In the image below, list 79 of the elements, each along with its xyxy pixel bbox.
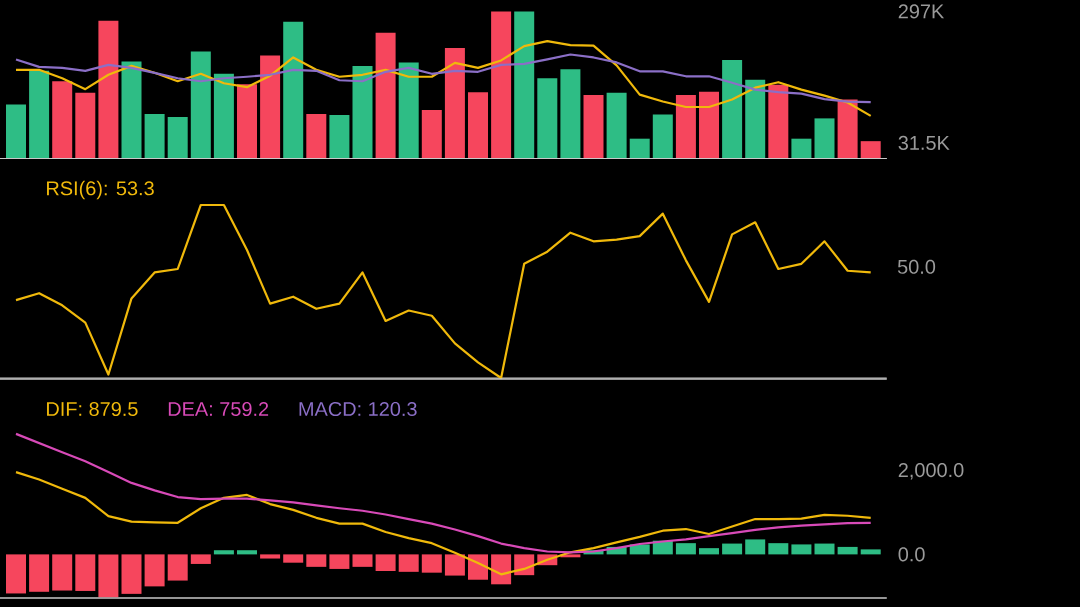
bar (52, 554, 73, 591)
bar (260, 554, 281, 559)
bar (190, 554, 211, 564)
bar (860, 549, 881, 555)
text: DEA: 759.2 (168, 401, 269, 417)
bar (583, 95, 604, 159)
bar (237, 84, 257, 159)
bar (768, 543, 789, 555)
bar (329, 114, 350, 159)
bar (791, 544, 812, 555)
bar (213, 73, 234, 159)
bar (283, 554, 304, 563)
bar (421, 109, 442, 159)
bar (352, 554, 373, 567)
text: MACD: 120.3 (299, 401, 417, 417)
bar (652, 114, 673, 159)
bar (606, 92, 627, 159)
bar (144, 554, 165, 587)
bar (629, 138, 650, 159)
bar (444, 48, 465, 159)
bar (722, 59, 743, 159)
bar (722, 543, 743, 555)
bar (421, 554, 442, 573)
bar (6, 104, 26, 159)
bar (745, 79, 766, 159)
bar (329, 554, 350, 569)
bar (375, 32, 396, 159)
bar (98, 554, 119, 598)
bar (837, 546, 858, 555)
text: RSI(6): 53.3 (47, 180, 154, 200)
text: 50.0 (897, 259, 936, 274)
bar (52, 81, 73, 159)
text: DIF: 879.5 (47, 401, 138, 417)
y-tick-label: 2,000.0 (898, 463, 964, 480)
bar (121, 554, 142, 594)
bar (121, 61, 142, 159)
bar (675, 543, 696, 555)
bar (167, 116, 188, 159)
bar (814, 543, 835, 555)
bar (444, 554, 465, 576)
bar (537, 78, 558, 159)
bar (190, 51, 211, 159)
bar (791, 138, 812, 159)
bar (167, 554, 188, 581)
bar (837, 99, 858, 159)
bar (144, 113, 165, 159)
bar (98, 20, 119, 159)
bar (306, 554, 327, 567)
bar (699, 548, 720, 555)
bar (29, 70, 50, 159)
line-series (14, 471, 872, 576)
y-tick-label: 31.5K (898, 135, 950, 150)
bar (75, 554, 96, 591)
bar (75, 92, 96, 159)
bar (491, 554, 512, 585)
bar (352, 65, 373, 159)
bar (29, 554, 50, 592)
bar (675, 95, 696, 159)
bar (745, 539, 766, 555)
bar (814, 118, 835, 159)
bar (213, 550, 234, 555)
bar (398, 554, 419, 572)
bar (768, 84, 789, 159)
bar (375, 554, 396, 572)
bar (468, 554, 489, 580)
bar (560, 69, 581, 159)
bar (398, 62, 419, 159)
bar (6, 554, 26, 594)
bar (283, 21, 304, 159)
bar (699, 91, 720, 159)
bar (468, 92, 489, 159)
bar (860, 141, 881, 159)
bar (306, 113, 327, 159)
bar (514, 11, 535, 159)
bar (237, 550, 257, 555)
bar (491, 11, 512, 159)
y-tick-label: 297K (898, 4, 945, 19)
y-tick-label: 0.0 (898, 547, 925, 562)
bar (260, 55, 281, 159)
